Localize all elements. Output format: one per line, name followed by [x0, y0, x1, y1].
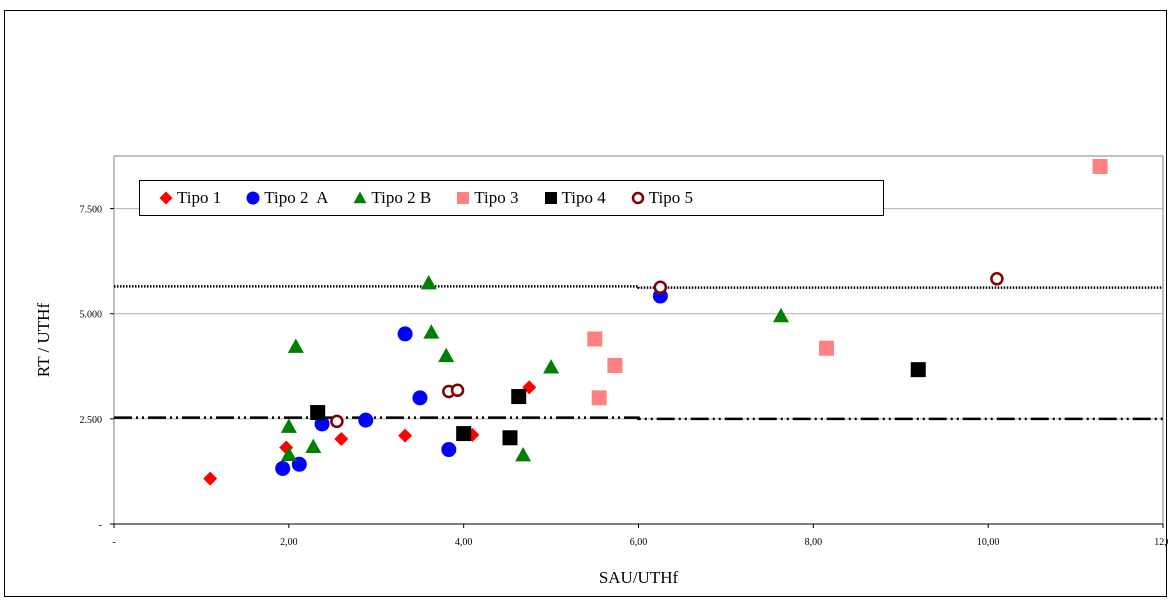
data-point [314, 416, 330, 432]
data-point [287, 338, 304, 353]
x-tick-label: 8,00 [805, 537, 823, 548]
x-tick-label: 12,0 [1154, 537, 1168, 548]
data-point [280, 418, 297, 433]
data-point [305, 438, 322, 454]
data-point [515, 447, 532, 462]
legend-marker [159, 191, 173, 205]
chart-frame: - 2.500 5.000 7.500 - 2,00 4,00 6,00 8,00 10,00 12… [4, 10, 1168, 597]
data-point [330, 414, 344, 429]
data-point [412, 390, 428, 406]
legend-item: Tipo 2 A [245, 188, 328, 208]
data-point [653, 280, 668, 294]
legend-marker-shape [353, 191, 367, 204]
y-axis-title: RT / UTHf [34, 303, 53, 378]
chart-plot: - 2.500 5.000 7.500 - 2,00 4,00 6,00 8,00 10,00 12… [34, 155, 1168, 587]
data-point [203, 471, 218, 486]
legend-marker [544, 192, 557, 204]
data-point [818, 340, 834, 356]
legend-marker [457, 192, 470, 204]
data-point [438, 347, 455, 363]
data-point [275, 460, 291, 476]
data-point [450, 383, 465, 398]
data-point [591, 390, 607, 406]
legend-label: Tipo 1 [177, 188, 222, 207]
data-point [511, 389, 527, 405]
legend-item: Tipo 5 [630, 188, 693, 208]
reference-line-dashdot [114, 416, 1163, 421]
x-tick-label: 6,00 [630, 537, 648, 548]
legend-marker-shape [159, 191, 173, 205]
x-tick-label: 2,00 [280, 537, 298, 548]
x-tick-label: 4,00 [455, 537, 473, 548]
data-point [587, 331, 603, 347]
data-point [398, 428, 413, 443]
data-point [420, 275, 437, 290]
data-point [441, 442, 457, 458]
data-point [543, 359, 560, 374]
data-point [910, 362, 926, 378]
legend-marker-shape [457, 192, 470, 204]
legend-label: Tipo 3 [474, 188, 519, 207]
data-point [358, 412, 374, 428]
y-tick-label: - [99, 520, 102, 531]
legend-label: Tipo 2 A [264, 188, 329, 207]
x-axis-title: SAU/UTHf [599, 568, 679, 587]
legend-label: Tipo 5 [648, 188, 694, 207]
data-point [423, 324, 440, 339]
x-tick-label: - [112, 537, 115, 548]
data-point [772, 307, 789, 323]
legend-marker [631, 191, 645, 205]
legend-item: Tipo 2 B [352, 188, 431, 208]
legend-marker [246, 191, 260, 205]
legend-label: Tipo 2 B [371, 188, 432, 207]
data-point [990, 272, 1004, 286]
legend-marker-shape [246, 191, 260, 205]
legend-item: Tipo 1 [158, 188, 221, 208]
data-point [280, 446, 297, 462]
data-point [310, 405, 326, 421]
y-tick-label: 5.000 [80, 310, 103, 321]
data-point [456, 426, 472, 442]
data-point [397, 326, 413, 342]
y-tick-label: 2.500 [80, 415, 103, 426]
legend-item: Tipo 4 [543, 188, 606, 208]
y-tick-label: 7.500 [80, 205, 103, 216]
legend-label: Tipo 4 [561, 188, 606, 207]
data-point [1092, 159, 1108, 175]
legend-marker [353, 191, 367, 204]
data-point [607, 357, 623, 373]
x-tick-label: 10,00 [977, 537, 1000, 548]
data-point [502, 430, 518, 446]
legend-marker-shape [631, 191, 645, 205]
reference-line-dotted [114, 285, 1163, 289]
legend-marker-shape [544, 192, 557, 204]
chart-legend: Tipo 1 Tipo 2 A Tipo 2 B Tipo 3 Tipo 4 Tipo 5 [139, 180, 884, 216]
data-point [334, 432, 349, 447]
legend-item: Tipo 3 [455, 188, 519, 208]
